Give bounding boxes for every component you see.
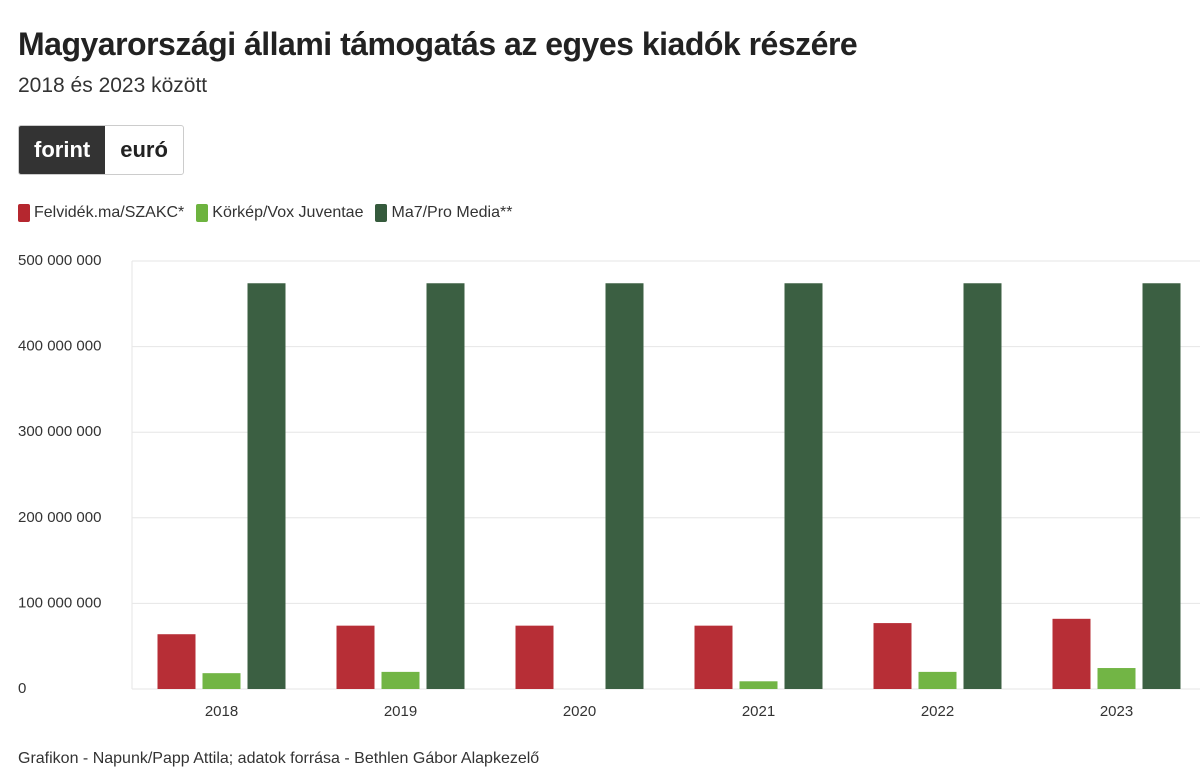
y-tick-label: 300 000 000 [18,423,101,440]
bar [336,625,375,689]
legend: Felvidék.ma/SZAKC* Körkép/Vox Juventae Ma7… [18,204,512,222]
bar [918,671,957,689]
bar [157,634,196,689]
toggle-button[interactable]: euró [120,137,168,162]
bar [1142,283,1181,689]
x-tick-label: 2021 [742,703,775,720]
legend-item: Ma7/Pro Media** [375,204,512,222]
legend-item: Körkép/Vox Juventae [196,204,363,222]
legend-item: Felvidék.ma/SZAKC* [18,204,184,222]
legend-label: Körkép/Vox Juventae [212,204,364,221]
bar [784,283,823,689]
bar [426,283,465,689]
x-tick-label: 2019 [384,703,417,720]
legend-label: Felvidék.ma/SZAKC* [34,204,185,221]
bar [202,673,241,689]
currency-toggle: forint euró [18,125,184,175]
bar [605,283,644,689]
bar [381,671,420,689]
bar [515,625,554,689]
bar [739,681,778,689]
bar [1097,668,1136,689]
bar [247,283,286,689]
bar [963,283,1002,689]
bar [1052,618,1091,689]
x-tick-label: 2020 [563,703,596,720]
source-note: Grafikon - Napunk/Papp Attila; adatok fo… [18,750,540,767]
chart: 0 100 000 000 200 000 000 300 000 000 400 00… [18,252,1200,720]
x-tick-label: 2023 [1100,703,1133,720]
chart-title: Magyarországi állami támogatás az egyes … [18,26,858,62]
legend-swatch [196,204,209,222]
legend-label: Ma7/Pro Media** [391,204,513,221]
x-tick-label: 2022 [921,703,954,720]
bar [694,625,733,689]
legend-swatch [18,204,30,222]
y-tick-label: 400 000 000 [18,338,101,355]
toggle-button[interactable]: forint [19,126,106,174]
y-tick-label: 0 [18,680,26,697]
x-tick-label: 2018 [205,703,238,720]
legend-swatch [375,204,388,222]
y-tick-label: 200 000 000 [18,509,101,526]
chart-subtitle: 2018 és 2023 között [18,74,208,97]
y-tick-label: 100 000 000 [18,594,101,611]
bar [873,623,912,689]
y-tick-label: 500 000 000 [18,252,101,269]
